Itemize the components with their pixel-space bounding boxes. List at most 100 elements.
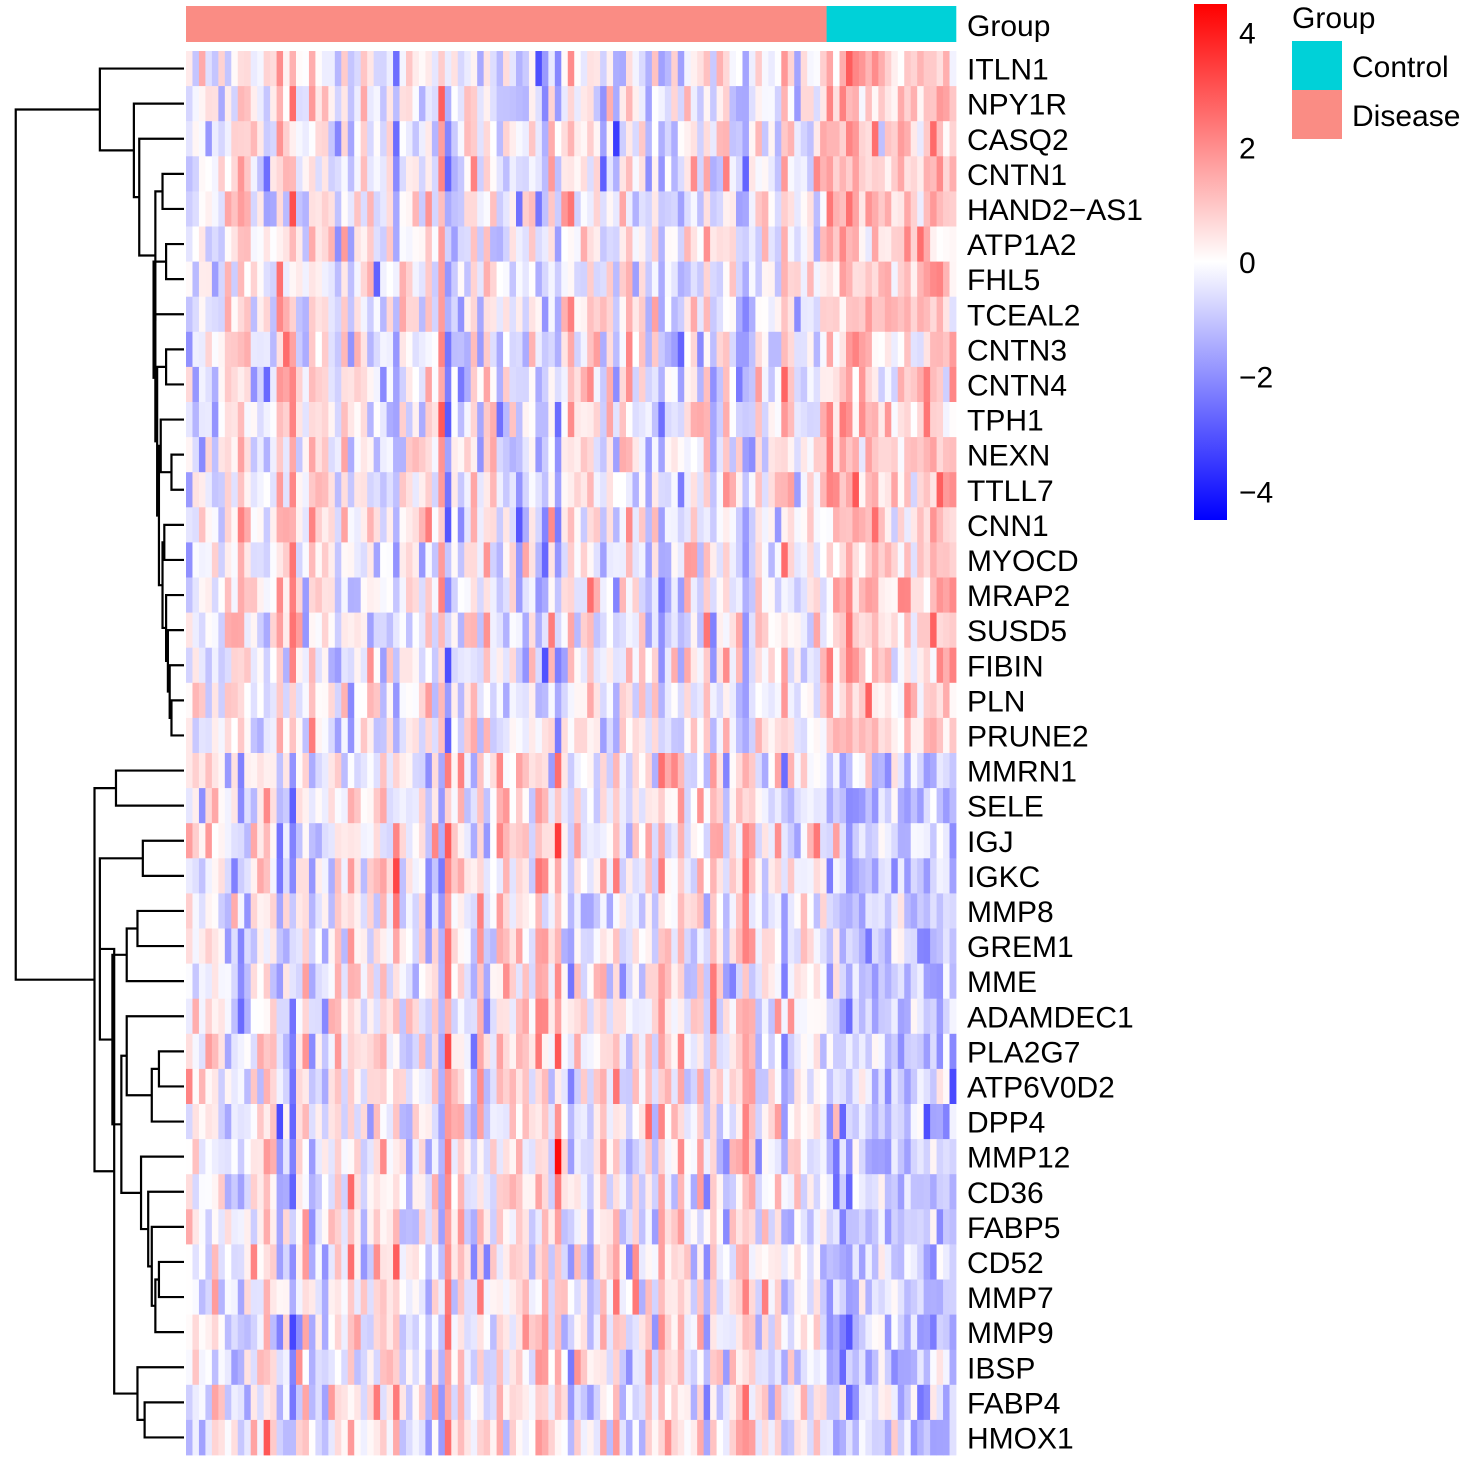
heatmap-cell <box>748 507 756 543</box>
heatmap-cell <box>677 823 685 859</box>
heatmap-cell <box>593 1104 601 1140</box>
heatmap-cell <box>891 823 899 859</box>
heatmap-cell <box>813 928 821 964</box>
heatmap-cell <box>587 261 595 298</box>
heatmap-cell <box>334 1419 342 1456</box>
heatmap-cell <box>690 612 698 649</box>
heatmap-cell <box>723 86 730 122</box>
heatmap-cell <box>658 823 666 859</box>
heatmap-cell <box>270 612 277 649</box>
heatmap-cell <box>638 542 646 578</box>
heatmap-cell <box>781 472 789 508</box>
heatmap-cell <box>412 893 420 929</box>
heatmap-cell <box>846 1349 853 1386</box>
heatmap-cell <box>930 1033 937 1070</box>
heatmap-cell <box>593 928 601 964</box>
heatmap-cell <box>328 1279 336 1315</box>
heatmap-cell <box>826 542 834 578</box>
heatmap-cell <box>528 1104 536 1140</box>
heatmap-cell <box>800 1209 808 1245</box>
heatmap-cell <box>470 577 478 613</box>
heatmap-cell <box>846 121 853 157</box>
heatmap-cell <box>638 86 646 122</box>
heatmap-cell <box>787 437 795 473</box>
heatmap-cell <box>897 331 905 368</box>
heatmap-cell <box>218 1068 226 1105</box>
heatmap-cell <box>910 998 918 1035</box>
heatmap-cell <box>716 1139 724 1175</box>
heatmap-cell <box>943 1419 950 1456</box>
heatmap-cell <box>270 998 277 1035</box>
heatmap-cell <box>865 191 873 227</box>
heatmap-cell <box>231 963 239 1000</box>
heatmap-cell <box>270 1174 277 1210</box>
heatmap-cell <box>328 1068 336 1105</box>
heatmap-cell <box>936 753 944 789</box>
heatmap-cell <box>296 1174 303 1210</box>
heatmap-cell <box>328 86 336 122</box>
heatmap-cell <box>690 437 698 473</box>
heatmap-cell <box>943 1314 950 1351</box>
heatmap-cell <box>218 717 226 754</box>
heatmap-cell <box>626 261 633 298</box>
heatmap-cell <box>910 121 918 157</box>
heatmap-cell <box>393 717 400 754</box>
heatmap-cell <box>858 1384 866 1421</box>
heatmap-cell <box>528 191 536 227</box>
heatmap-cell <box>943 366 950 403</box>
heatmap-cell <box>787 1279 795 1315</box>
heatmap-cell <box>347 296 355 333</box>
heatmap-cell <box>367 226 375 262</box>
heatmap-cell <box>561 858 569 894</box>
heatmap-cell <box>651 1279 659 1315</box>
heatmap-cell <box>321 788 329 824</box>
heatmap-cell <box>891 998 899 1035</box>
heatmap-cell <box>483 717 491 754</box>
heatmap-cell <box>535 366 543 403</box>
heatmap-cell <box>852 1384 860 1421</box>
heatmap-cell <box>516 1384 523 1421</box>
heatmap-cell <box>923 507 931 543</box>
heatmap-cell <box>949 1139 957 1175</box>
heatmap-cell <box>406 331 413 368</box>
heatmap-cell <box>897 472 905 508</box>
heatmap-cell <box>671 1279 679 1315</box>
heatmap-cell <box>347 472 355 508</box>
heatmap-cell <box>186 1244 193 1280</box>
heatmap-cell <box>833 963 840 1000</box>
heatmap-cell <box>548 542 556 578</box>
heatmap-cell <box>930 823 937 859</box>
heatmap-cell <box>723 191 730 227</box>
heatmap-cell <box>477 1033 485 1070</box>
heatmap-cell <box>457 86 465 122</box>
heatmap-cell <box>490 998 497 1035</box>
heatmap-cell <box>606 893 614 929</box>
heatmap-cell <box>574 928 582 964</box>
heatmap-cell <box>509 998 517 1035</box>
heatmap-cell <box>748 261 756 298</box>
heatmap-cell <box>794 156 802 192</box>
heatmap-cell <box>308 647 316 684</box>
heatmap-cell <box>710 1209 717 1245</box>
heatmap-cell <box>729 647 737 684</box>
heatmap-cell <box>703 366 711 403</box>
heatmap-cell <box>516 1244 523 1280</box>
heatmap-cell <box>334 542 342 578</box>
heatmap-cell <box>923 1104 931 1140</box>
heatmap-cell <box>516 1139 523 1175</box>
heatmap-cell <box>858 858 866 894</box>
heatmap-cell <box>710 437 717 473</box>
heatmap-cell <box>813 753 821 789</box>
heatmap-cell <box>548 963 556 1000</box>
heatmap-cell <box>399 296 407 333</box>
heatmap-cell <box>943 1384 950 1421</box>
heatmap-cell <box>671 1139 679 1175</box>
heatmap-cell <box>800 1419 808 1456</box>
heatmap-cell <box>296 507 303 543</box>
heatmap-cell <box>237 1209 245 1245</box>
heatmap-cell <box>244 928 252 964</box>
heatmap-cell <box>373 753 381 789</box>
heatmap-cell <box>289 928 297 964</box>
gene-label: FHL5 <box>967 264 1040 297</box>
heatmap-cell <box>761 1209 769 1245</box>
